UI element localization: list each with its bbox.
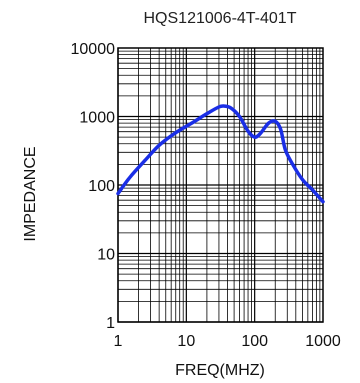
series-layer: [116, 104, 325, 204]
y-tick-label: 1: [106, 315, 115, 332]
x-tick-label: 100: [241, 333, 268, 350]
chart-title: HQS121006-4T-401T: [144, 10, 297, 27]
y-axis-label: IMPEDANCE: [22, 146, 39, 241]
y-tick-label: 10: [97, 247, 115, 264]
impedance-series-line-0: [116, 104, 325, 204]
x-tick-label: 10: [177, 333, 195, 350]
tick-labels: 1 10 100 1000 1 10 100 1000 10000: [71, 41, 341, 350]
y-tick-label: 1000: [79, 110, 115, 127]
plot-frame: [117, 47, 324, 323]
grid: [117, 47, 324, 323]
x-tick-label: 1: [114, 333, 123, 350]
x-axis-label: FREQ(MHZ): [175, 362, 265, 379]
y-tick-label: 10000: [71, 41, 116, 58]
y-tick-label: 100: [88, 178, 115, 195]
x-tick-label: 1000: [305, 333, 341, 350]
